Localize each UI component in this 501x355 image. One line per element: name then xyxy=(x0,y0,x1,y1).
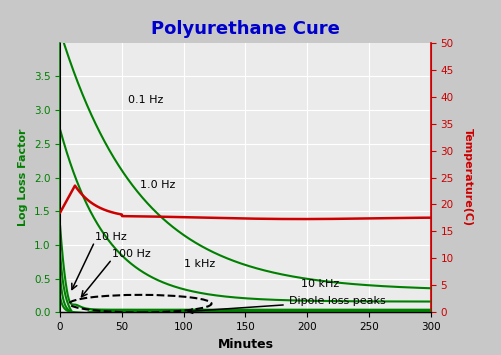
Y-axis label: Temperature(C): Temperature(C) xyxy=(463,129,473,226)
X-axis label: Minutes: Minutes xyxy=(217,338,274,351)
Text: 1.0 Hz: 1.0 Hz xyxy=(140,180,176,190)
Text: 10 kHz: 10 kHz xyxy=(301,279,339,289)
Title: Polyurethane Cure: Polyurethane Cure xyxy=(151,20,340,38)
Text: Dipole loss peaks: Dipole loss peaks xyxy=(188,296,385,313)
Text: 0.1 Hz: 0.1 Hz xyxy=(128,95,163,105)
Text: 1 kHz: 1 kHz xyxy=(184,258,215,268)
Y-axis label: Log Loss Factor: Log Loss Factor xyxy=(18,129,28,226)
Text: 10 Hz: 10 Hz xyxy=(95,231,126,241)
Text: 100 Hz: 100 Hz xyxy=(112,249,151,259)
